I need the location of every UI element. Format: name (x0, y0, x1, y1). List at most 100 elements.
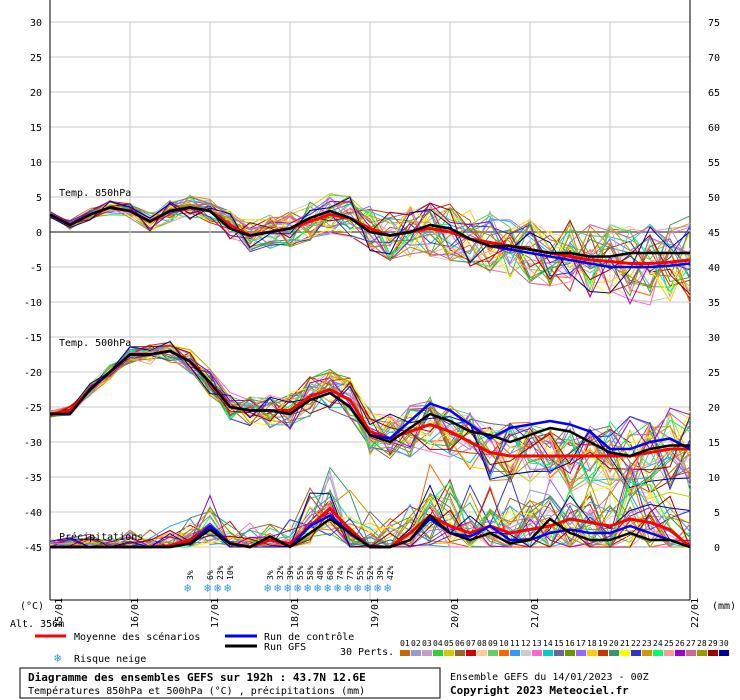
pert-color-swatch (455, 650, 465, 656)
pert-number: 26 (675, 639, 685, 648)
pert-number: 01 (400, 639, 410, 648)
left-tick-label: -10 (24, 298, 42, 309)
pert-color-swatch (565, 650, 575, 656)
series-line-t850 (49, 206, 690, 258)
pert-color-swatch (400, 650, 410, 656)
snow-flake-icon: ❄ (384, 581, 391, 595)
pert-number: 02 (411, 639, 421, 648)
left-tick-label: -25 (24, 403, 42, 414)
pert-color-swatch (543, 650, 553, 656)
right-tick-label: 20 (708, 403, 720, 414)
right-tick-label: 5 (714, 508, 720, 519)
snow-flake-icon: ❄ (304, 581, 311, 595)
footer-ensemble: Ensemble GEFS du 14/01/2023 - 00Z (450, 672, 649, 683)
snow-flake-icon: ❄ (324, 581, 331, 595)
snow-risk-row: ❄3%❄6%❄23%❄10%❄3%❄32%❄39%❄55%❄58%❄48%❄68… (184, 565, 395, 595)
ensemble-member-line (49, 195, 691, 299)
snow-flake-icon: ❄ (314, 581, 321, 595)
snow-risk-label: 58% (306, 565, 315, 580)
ensemble-member-line (49, 343, 691, 493)
pert-color-swatch (521, 650, 531, 656)
pert-color-swatch (631, 650, 641, 656)
snow-risk-label: 74% (336, 565, 345, 580)
ensemble-member-line (49, 203, 691, 293)
pert-number: 21 (620, 639, 630, 648)
snow-risk-label: 39% (286, 565, 295, 580)
pert-number: 29 (708, 639, 718, 648)
left-tick-label: -35 (24, 473, 42, 484)
pert-number: 22 (631, 639, 641, 648)
pert-color-swatch (433, 650, 443, 656)
right-tick-label: 30 (708, 333, 720, 344)
pert-color-swatch (642, 650, 652, 656)
left-tick-label: 5 (36, 193, 42, 204)
snow-risk-label: 23% (216, 565, 225, 580)
right-tick-label: 10 (708, 473, 720, 484)
label-precip: Précipitations (59, 531, 143, 543)
pert-number: 10 (499, 639, 509, 648)
pert-color-swatch (477, 650, 487, 656)
snow-flake-icon: ❄ (274, 581, 281, 595)
snow-flake-icon: ❄ (374, 581, 381, 595)
pert-color-swatch (532, 650, 542, 656)
pert-number: 06 (455, 639, 465, 648)
snow-risk-label: 77% (346, 565, 355, 580)
snow-flake-icon: ❄ (204, 581, 211, 595)
snow-risk-label: 32% (276, 565, 285, 580)
snow-flake-icon: ❄ (354, 581, 361, 595)
pert-color-swatch (719, 650, 729, 656)
pert-number: 24 (653, 639, 663, 648)
snow-flake-icon: ❄ (344, 581, 351, 595)
altitude-label: Alt. 356m (10, 619, 64, 630)
right-tick-label: 25 (708, 368, 720, 379)
pert-number: 15 (554, 639, 564, 648)
pert-number: 23 (642, 639, 652, 648)
ensemble-member-line (49, 200, 691, 303)
date-tick-label: 19/01 (370, 598, 381, 628)
left-tick-label: -20 (24, 368, 42, 379)
snow-risk-label: 48% (316, 565, 325, 580)
main-series (49, 206, 691, 549)
pert-number: 03 (422, 639, 432, 648)
snow-risk-label: 52% (366, 565, 375, 580)
pert-number: 16 (565, 639, 575, 648)
snow-risk-label: 55% (356, 565, 365, 580)
left-tick-label: -45 (24, 543, 42, 554)
pert-number: 12 (521, 639, 531, 648)
right-tick-label: 70 (708, 53, 720, 64)
pert-number: 09 (488, 639, 498, 648)
right-tick-label: 50 (708, 193, 720, 204)
right-tick-label: 55 (708, 158, 720, 169)
label-t850: Temp. 850hPa (59, 188, 131, 199)
left-tick-label: -40 (24, 508, 42, 519)
ensemble-member-line (49, 352, 691, 489)
left-tick-label: 30 (30, 18, 42, 29)
date-tick-label: 16/01 (130, 598, 141, 628)
ensemble-member-line (49, 196, 691, 294)
pert-color-swatch (587, 650, 597, 656)
label-t500: Temp. 500hPa (59, 338, 131, 349)
pert-number: 20 (609, 639, 619, 648)
series-line-t500 (50, 349, 690, 458)
snow-flake-icon: ❄ (364, 581, 371, 595)
right-axis-unit: (mm) (712, 601, 736, 612)
pert-number: 04 (433, 639, 443, 648)
legend-snow-label: Risque neige (74, 654, 146, 665)
legend-mean-label: Moyenne des scénarios (74, 631, 200, 643)
pert-color-swatch (411, 650, 421, 656)
pert-color-swatch (598, 650, 608, 656)
pert-color-swatch (554, 650, 564, 656)
pert-number: 17 (576, 639, 586, 648)
snow-risk-label: 6% (206, 570, 215, 580)
pert-number: 14 (543, 639, 553, 648)
left-axis-unit: (°C) (20, 601, 44, 612)
pert-number: 28 (697, 639, 707, 648)
pert-color-swatch (444, 650, 454, 656)
snow-flake-icon: ❄ (264, 581, 271, 595)
pert-number: 05 (444, 639, 454, 648)
snow-risk-label: 3% (186, 570, 195, 580)
left-tick-label: -30 (24, 438, 42, 449)
snow-risk-label: 55% (296, 565, 305, 580)
left-tick-label: 20 (30, 88, 42, 99)
